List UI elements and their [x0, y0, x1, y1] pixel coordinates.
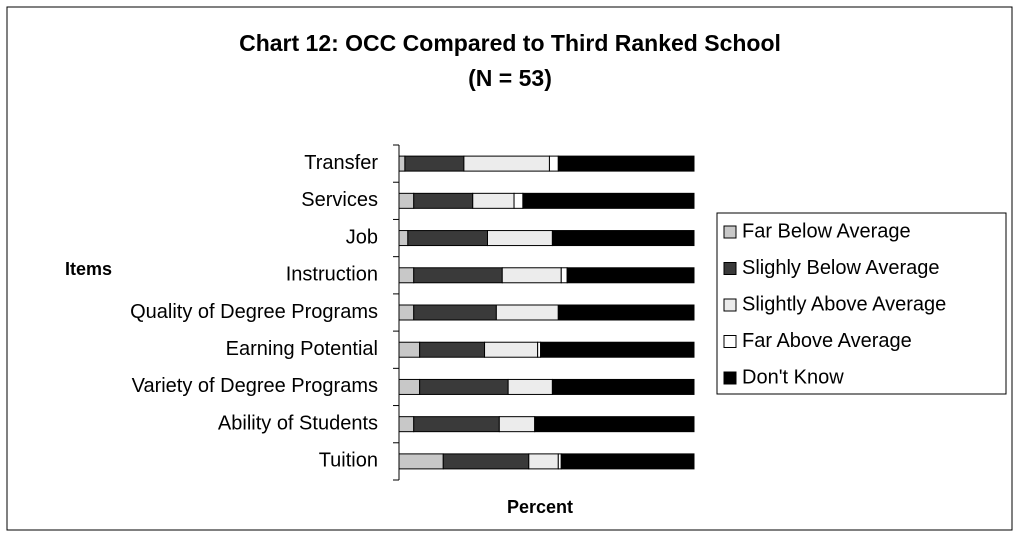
y-tick-label: Transfer	[304, 152, 378, 174]
bar-segment	[398, 341, 421, 358]
y-axis-title: Items	[65, 259, 112, 279]
bar-segment	[398, 304, 415, 321]
bar-segment	[560, 267, 568, 284]
bar-segment	[398, 155, 406, 172]
y-tick-label: Earning Potential	[226, 338, 378, 360]
bar-segment	[413, 304, 497, 321]
y-tick-label: Services	[301, 189, 378, 211]
y-tick-label: Variety of Degree Programs	[132, 375, 378, 397]
legend-label: Slighly Below Average	[742, 257, 940, 279]
bar-segment	[498, 416, 536, 433]
bar-segment	[487, 230, 553, 247]
legend-label: Far Above Average	[742, 330, 912, 352]
legend-label: Don't Know	[742, 366, 844, 388]
bar-segment	[507, 378, 553, 395]
y-tick-label: Ability of Students	[218, 412, 378, 434]
legend-swatch	[723, 262, 737, 275]
legend-label: Slightly Above Average	[742, 293, 946, 315]
legend-label: Far Below Average	[742, 220, 911, 242]
bar-segment	[548, 155, 559, 172]
bar-segment	[513, 192, 524, 209]
bar-segment	[407, 230, 489, 247]
bar-segment	[551, 378, 695, 395]
chart-title: Chart 12: OCC Compared to Third Ranked S…	[239, 30, 781, 56]
bar-segment	[413, 192, 474, 209]
bar-segment	[419, 378, 509, 395]
bar-segment	[404, 155, 465, 172]
y-tick-label: Job	[346, 226, 378, 248]
legend-swatch	[723, 298, 737, 312]
chart-subtitle: (N = 53)	[468, 65, 552, 91]
x-axis-title: Percent	[507, 497, 573, 517]
bar-segment	[398, 378, 421, 395]
bar-segment	[442, 453, 530, 470]
bar-segment	[484, 341, 539, 358]
bar-segment	[501, 267, 562, 284]
bar-segment	[472, 192, 515, 209]
y-tick-label: Quality of Degree Programs	[130, 301, 378, 323]
bar-segment	[398, 192, 415, 209]
bar-segment	[560, 453, 695, 470]
bar-segment	[413, 267, 503, 284]
bar-segment	[398, 416, 415, 433]
bar-segment	[551, 230, 695, 247]
bar-segment	[557, 155, 695, 172]
bar-segment	[566, 267, 695, 284]
bar-segment	[534, 416, 695, 433]
bar-segment	[413, 416, 500, 433]
legend-box	[716, 212, 1007, 395]
bar-segment	[495, 304, 559, 321]
bar-segment	[419, 341, 486, 358]
legend-swatch	[723, 335, 737, 348]
bar-segment	[528, 453, 559, 470]
bar-segment	[398, 267, 415, 284]
legend-swatch	[723, 371, 737, 385]
bar-segment	[540, 341, 695, 358]
bar-segment	[398, 230, 409, 247]
bar-segment	[398, 453, 444, 470]
y-tick-label: Instruction	[286, 264, 378, 286]
bar-segment	[557, 304, 695, 321]
bar-segment	[463, 155, 550, 172]
bar-segment	[522, 192, 695, 209]
legend-swatch	[723, 225, 737, 239]
y-tick-label: Tuition	[319, 450, 378, 472]
